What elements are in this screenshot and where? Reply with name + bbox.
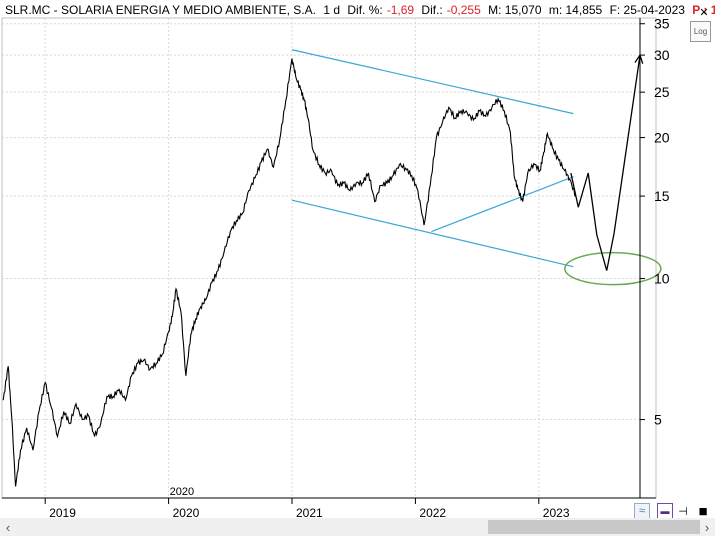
fill-icon[interactable]: ■	[698, 502, 708, 520]
y-tick-label: 35	[654, 16, 670, 32]
dif-pct-label: Dif. %:	[347, 3, 383, 17]
min-label: m: 14,855	[548, 3, 603, 17]
x-tick-label: 2022	[419, 506, 446, 520]
price-line	[2, 58, 576, 487]
x-tick-label: 2021	[296, 506, 323, 520]
close-button[interactable]: ✕	[699, 6, 709, 19]
price-series	[2, 58, 576, 487]
symbol-title: SLR.MC - SOLARIA ENERGIA Y MEDIO AMBIENT…	[5, 3, 316, 17]
y-tick-label: 5	[654, 412, 662, 428]
dif-label: Dif.:	[421, 3, 443, 17]
x-tick-label: 2020	[173, 506, 200, 520]
y-tick-label: 30	[654, 47, 670, 63]
date-label: F: 25-04-2023	[609, 3, 685, 17]
dif-pct-value: -1,69	[386, 3, 415, 17]
y-tick-label: 15	[654, 188, 670, 204]
y-tick-label: 10	[654, 271, 670, 287]
year-marker-label: 2020	[170, 486, 194, 498]
trend-lines	[291, 49, 662, 286]
y-tick-label: 20	[654, 130, 670, 146]
max-label: M: 15,070	[488, 3, 542, 17]
log-scale-button[interactable]: Log	[690, 21, 711, 42]
scroll-right-icon[interactable]: ›	[704, 519, 710, 535]
save-icon[interactable]: ▬	[657, 503, 673, 519]
scroll-left-icon[interactable]: ‹	[5, 519, 11, 535]
chart-header: SLR.MC - SOLARIA ENERGIA Y MEDIO AMBIENT…	[5, 3, 715, 17]
y-tick-label: 25	[654, 84, 670, 100]
scrollbar-thumb[interactable]	[488, 520, 700, 534]
x-tick-label: 2019	[49, 506, 76, 520]
x-tick-label: 2023	[543, 506, 570, 520]
price-label: P : 16,125	[692, 3, 715, 17]
channel-line	[291, 199, 574, 268]
target-ellipse	[564, 251, 662, 286]
channel-line	[291, 49, 574, 115]
projection-line	[570, 55, 641, 271]
pin-icon[interactable]: ⊣	[678, 505, 688, 518]
wave-icon[interactable]: ≈	[634, 503, 650, 519]
axes: 5 10 15 20 25 30 35 2019 2020 2021 2022 2023 2020	[2, 16, 670, 520]
dif-value: -0,255	[446, 3, 481, 17]
channel-line	[431, 176, 574, 233]
period-label: 1 d	[323, 3, 341, 17]
